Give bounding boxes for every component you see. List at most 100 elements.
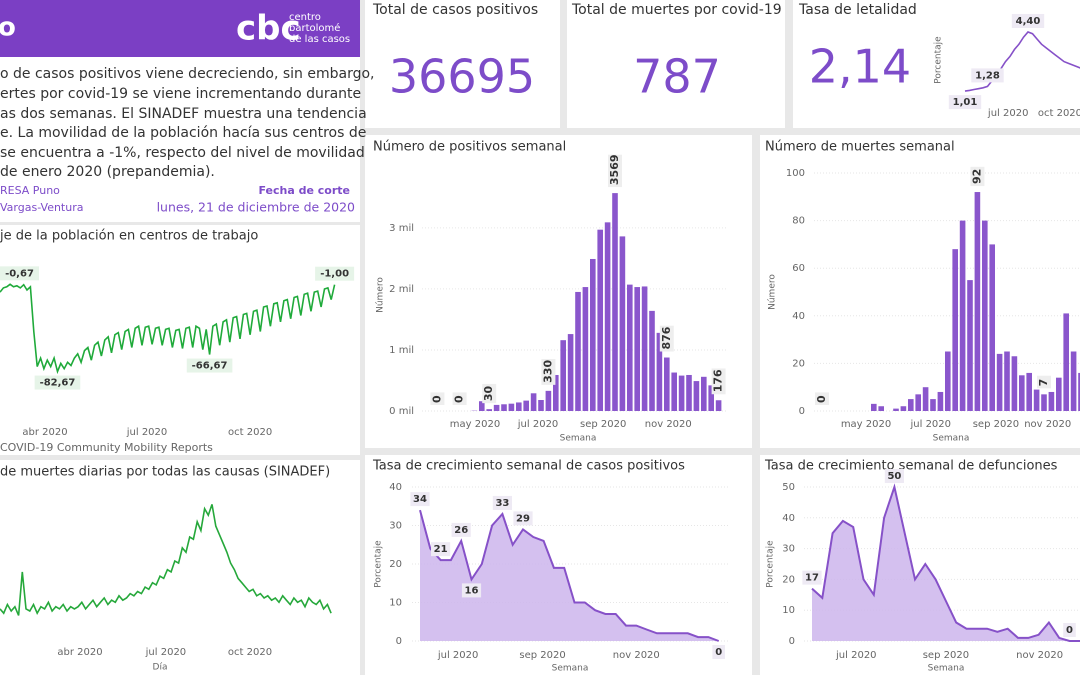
- label-bg: [1063, 623, 1076, 637]
- label-bg: [541, 359, 556, 385]
- data-label: 876: [660, 326, 673, 349]
- bar: [1070, 351, 1077, 411]
- chart-title: je de la población en centros de trabajo: [0, 229, 258, 244]
- label-bg: [884, 469, 904, 483]
- data-label: 0: [715, 647, 722, 658]
- bar: [575, 291, 581, 411]
- bar: [671, 372, 677, 411]
- y-tick-label: 10: [782, 605, 795, 616]
- y-axis-label: Porcentaje: [374, 540, 384, 588]
- bar: [664, 357, 670, 411]
- summary-line: o de casos positivos viene decreciendo, …: [0, 66, 375, 82]
- x-axis-label: Semana: [560, 434, 597, 444]
- bar: [686, 374, 692, 411]
- data-label: -1,00: [320, 269, 349, 280]
- label-bg: [431, 542, 451, 557]
- kpi-card: [365, 0, 560, 128]
- x-axis-label: Día: [153, 663, 168, 673]
- data-label: 4,40: [1016, 16, 1041, 27]
- x-tick-label: jul 2020: [987, 108, 1029, 119]
- label-bg: [1037, 375, 1051, 389]
- bar: [959, 220, 966, 411]
- bar: [649, 310, 655, 411]
- bar: [1004, 351, 1010, 411]
- summary-line: ertes por covid-19 se viene incrementand…: [0, 86, 361, 102]
- y-axis-label: Número: [768, 274, 778, 310]
- label-bg: [971, 68, 1004, 83]
- y-tick-label: 50: [782, 482, 795, 493]
- data-label: 176: [712, 369, 725, 392]
- y-axis-label: Número: [376, 277, 386, 313]
- data-label: 33: [495, 498, 509, 509]
- bar: [952, 249, 958, 411]
- bar: [693, 381, 700, 411]
- sinadef-card: [0, 460, 360, 675]
- label-bg: [461, 583, 482, 598]
- x-tick-label: jul 2020: [835, 650, 877, 661]
- data-label: 0: [453, 395, 466, 403]
- data-label: 0: [430, 395, 443, 403]
- x-tick-label: oct 2020: [228, 427, 272, 438]
- x-tick-label: sep 2020: [580, 419, 626, 430]
- bar: [493, 404, 500, 411]
- x-axis-label: Semana: [552, 664, 589, 674]
- y-tick-label: 3 mil: [389, 223, 414, 234]
- x-tick-label: sep 2020: [923, 650, 969, 661]
- kpi-card: [567, 0, 785, 128]
- chart-title: Número de positivos semanal: [373, 140, 566, 155]
- label-bg: [711, 368, 726, 395]
- data-label: 7: [1037, 379, 1050, 387]
- label-bg: [34, 375, 81, 390]
- banner: [0, 0, 360, 57]
- bar: [996, 353, 1003, 411]
- line: [964, 31, 1080, 92]
- bar: [922, 387, 929, 411]
- bar: [871, 403, 877, 411]
- y-tick-label: 1 mil: [389, 345, 414, 356]
- data-label: -66,67: [192, 361, 228, 372]
- y-tick-label: 40: [389, 482, 402, 493]
- label-bg: [608, 154, 622, 188]
- bar: [1011, 356, 1018, 411]
- label-bg: [948, 95, 982, 110]
- label-bg: [186, 358, 233, 373]
- label-bg: [315, 266, 355, 281]
- chart-title: Tasa de crecimiento semanal de defuncion…: [764, 459, 1058, 474]
- label-bg: [513, 511, 533, 526]
- bar: [612, 193, 618, 411]
- bar: [508, 403, 515, 411]
- x-tick-label: jul 2020: [910, 419, 952, 430]
- area: [420, 510, 719, 641]
- chart-card: [760, 455, 1080, 675]
- y-tick-label: 20: [389, 559, 402, 570]
- bar: [715, 400, 722, 411]
- data-label: 92: [970, 169, 983, 184]
- data-label: 50: [887, 471, 901, 482]
- x-tick-label: sep 2020: [519, 650, 565, 661]
- data-label: 21: [434, 544, 448, 555]
- data-label: 16: [465, 585, 479, 596]
- x-tick-label: nov 2020: [645, 419, 692, 430]
- y-tick-label: 10: [389, 598, 402, 609]
- y-tick-label: 40: [782, 513, 795, 524]
- bar: [516, 402, 522, 411]
- bar: [641, 286, 648, 411]
- label-bg: [1011, 13, 1045, 28]
- bar: [893, 408, 899, 411]
- bar: [974, 192, 981, 411]
- line: [0, 504, 332, 616]
- label-bg: [815, 392, 829, 405]
- line: [0, 283, 336, 375]
- label-bg: [451, 522, 471, 537]
- label-bg: [0, 266, 39, 281]
- label-bg: [802, 570, 822, 585]
- kpi-title: Tasa de letalidad: [798, 2, 917, 18]
- data-label: 0: [815, 395, 828, 403]
- data-label: -82,67: [40, 378, 76, 389]
- x-axis-label: Semana: [933, 434, 970, 444]
- bar: [1048, 391, 1055, 411]
- kpi-value: 787: [633, 50, 721, 104]
- data-label: 0: [1066, 625, 1073, 636]
- bar: [1063, 313, 1069, 411]
